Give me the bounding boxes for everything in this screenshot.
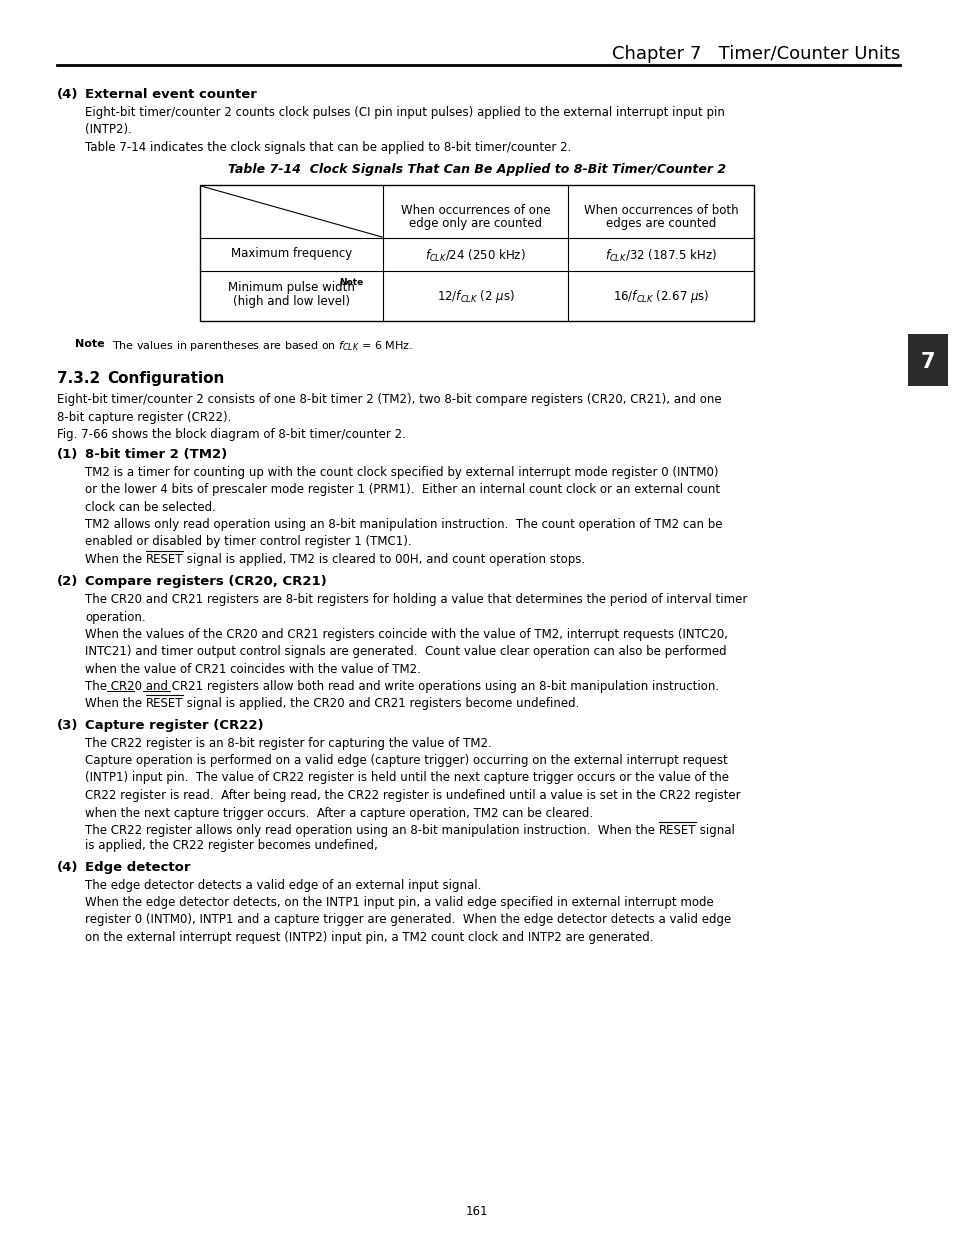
Text: Table 7-14  Clock Signals That Can Be Applied to 8-Bit Timer/Counter 2: Table 7-14 Clock Signals That Can Be App… — [228, 163, 725, 177]
Text: (4): (4) — [57, 861, 78, 874]
Text: Fig. 7-66 shows the block diagram of 8-bit timer/counter 2.: Fig. 7-66 shows the block diagram of 8-b… — [57, 429, 405, 441]
Text: (3): (3) — [57, 719, 78, 732]
Text: (4): (4) — [57, 88, 78, 101]
Text: signal is applied, the CR20 and CR21 registers become undefined.: signal is applied, the CR20 and CR21 reg… — [183, 697, 579, 710]
Text: $f_{CLK}$/32 (187.5 kHz): $f_{CLK}$/32 (187.5 kHz) — [604, 247, 717, 263]
Text: edge only are counted: edge only are counted — [409, 217, 541, 231]
Text: (high and low level): (high and low level) — [233, 295, 350, 308]
Text: When the values of the CR20 and CR21 registers coincide with the value of TM2, i: When the values of the CR20 and CR21 reg… — [85, 629, 727, 676]
Text: is applied, the CR22 register becomes undefined,: is applied, the CR22 register becomes un… — [85, 839, 377, 852]
Text: The edge detector detects a valid edge of an external input signal.: The edge detector detects a valid edge o… — [85, 879, 481, 892]
Text: The CR22 register allows only read operation using an 8-bit manipulation instruc: The CR22 register allows only read opera… — [85, 824, 659, 837]
Text: Table 7-14 indicates the clock signals that can be applied to 8-bit timer/counte: Table 7-14 indicates the clock signals t… — [85, 141, 571, 154]
Text: When occurrences of one: When occurrences of one — [400, 204, 550, 216]
Text: 161: 161 — [465, 1205, 488, 1218]
Text: When the edge detector detects, on the INTP1 input pin, a valid edge specified i: When the edge detector detects, on the I… — [85, 897, 731, 944]
Text: 12/$f_{CLK}$ (2 $\mu$s): 12/$f_{CLK}$ (2 $\mu$s) — [436, 288, 514, 305]
Text: The CR22 register is an 8-bit register for capturing the value of TM2.: The CR22 register is an 8-bit register f… — [85, 737, 491, 750]
Text: 8-bit timer 2 (TM2): 8-bit timer 2 (TM2) — [85, 448, 227, 461]
Text: 7.3.2: 7.3.2 — [57, 370, 100, 387]
Text: $f_{CLK}$/24 (250 kHz): $f_{CLK}$/24 (250 kHz) — [425, 247, 525, 263]
Text: Minimum pulse width: Minimum pulse width — [228, 282, 355, 294]
Text: Capture operation is performed on a valid edge (capture trigger) occurring on th: Capture operation is performed on a vali… — [85, 755, 740, 820]
Bar — [200, 185, 753, 321]
Text: Capture register (CR22): Capture register (CR22) — [85, 719, 263, 732]
Text: Edge detector: Edge detector — [85, 861, 191, 874]
Text: TM2 is a timer for counting up with the count clock specified by external interr: TM2 is a timer for counting up with the … — [85, 466, 720, 514]
Text: When the: When the — [85, 553, 146, 566]
Text: Configuration: Configuration — [107, 370, 224, 387]
Text: When occurrences of both: When occurrences of both — [583, 204, 738, 216]
Text: (2): (2) — [57, 576, 78, 588]
Text: signal is applied, TM2 is cleared to 00H, and count operation stops.: signal is applied, TM2 is cleared to 00H… — [183, 553, 585, 566]
Text: 7: 7 — [920, 352, 934, 372]
Text: When the: When the — [85, 697, 146, 710]
Text: The CR20 and CR21 registers allow both read and write operations using an 8-bit : The CR20 and CR21 registers allow both r… — [85, 680, 719, 693]
Text: Eight-bit timer/counter 2 counts clock pulses (CI pin input pulses) applied to t: Eight-bit timer/counter 2 counts clock p… — [85, 106, 724, 137]
Text: Chapter 7   Timer/Counter Units: Chapter 7 Timer/Counter Units — [611, 44, 899, 63]
Text: Eight-bit timer/counter 2 consists of one 8-bit timer 2 (TM2), two 8-bit compare: Eight-bit timer/counter 2 consists of on… — [57, 393, 720, 424]
Text: Note: Note — [339, 278, 363, 287]
Text: Maximum frequency: Maximum frequency — [231, 247, 352, 261]
Text: edges are counted: edges are counted — [605, 217, 716, 231]
Text: External event counter: External event counter — [85, 88, 256, 101]
Text: 16/$f_{CLK}$ (2.67 $\mu$s): 16/$f_{CLK}$ (2.67 $\mu$s) — [612, 288, 708, 305]
Text: RESET: RESET — [146, 697, 183, 710]
Text: RESET: RESET — [146, 553, 183, 566]
Text: TM2 allows only read operation using an 8-bit manipulation instruction.  The cou: TM2 allows only read operation using an … — [85, 517, 721, 548]
Text: RESET: RESET — [659, 824, 696, 837]
Text: Compare registers (CR20, CR21): Compare registers (CR20, CR21) — [85, 576, 327, 588]
Text: Note: Note — [75, 338, 105, 350]
Bar — [907, 333, 947, 387]
Text: (1): (1) — [57, 448, 78, 461]
Text: The CR20 and CR21 registers are 8-bit registers for holding a value that determi: The CR20 and CR21 registers are 8-bit re… — [85, 593, 746, 624]
Text: signal: signal — [696, 824, 735, 837]
Text: The values in parentheses are based on $f_{CLK}$ = 6 MHz.: The values in parentheses are based on $… — [105, 338, 413, 353]
